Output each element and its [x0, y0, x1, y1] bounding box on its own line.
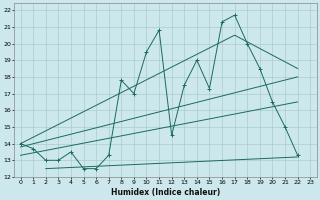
- X-axis label: Humidex (Indice chaleur): Humidex (Indice chaleur): [111, 188, 220, 197]
